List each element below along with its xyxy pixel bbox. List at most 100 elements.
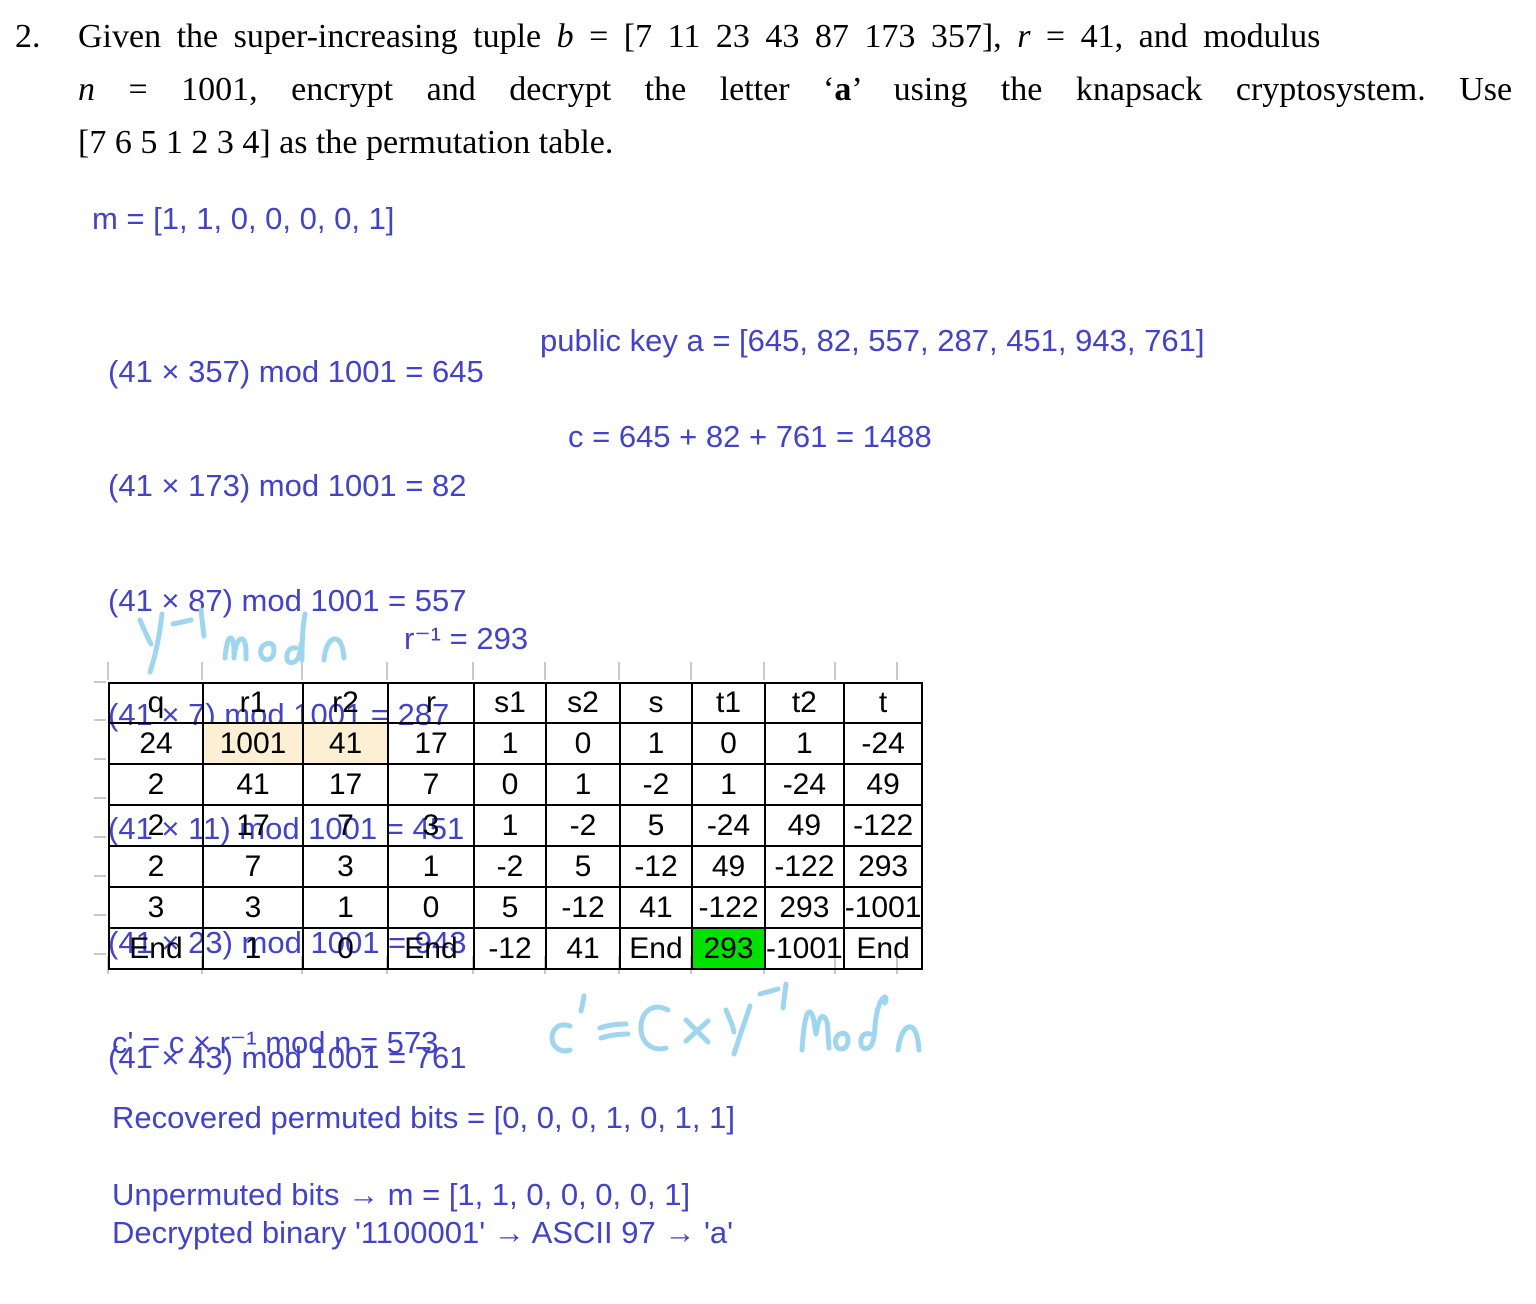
col-header-r1: r1 <box>202 682 304 724</box>
table-cell: -12 <box>473 927 547 970</box>
table-cell: -12 <box>545 886 621 929</box>
table-cell: 3 <box>108 886 204 929</box>
table-row: 2 41 17 7 0 1 -2 1 -24 49 <box>108 763 924 806</box>
table-cell: 7 <box>302 804 389 847</box>
table-cell: 3 <box>387 804 475 847</box>
table-row: 3 3 1 0 5 -12 41 -122 293 -1001 <box>108 886 924 929</box>
table-cell: -2 <box>619 763 693 806</box>
table-cell: 0 <box>545 722 621 765</box>
table-row: 2 7 3 1 -2 5 -12 49 -122 293 <box>108 845 924 888</box>
table-cell: -24 <box>764 763 845 806</box>
table-cell: -24 <box>691 804 766 847</box>
table-cell: 2 <box>108 763 204 806</box>
problem-statement: 2. Given the super-increasing tuple b = … <box>15 10 1517 169</box>
table-cell: 1 <box>545 763 621 806</box>
table-cell: -1001 <box>842 886 924 929</box>
problem-text: ’ using the knapsack cryptosystem. Use <box>851 71 1513 108</box>
table-cell: 5 <box>545 845 621 888</box>
col-header-t: t <box>842 682 924 724</box>
handwritten-r-inverse-annotation <box>137 607 347 675</box>
table-cell: 41 <box>619 886 693 929</box>
table-cell: 3 <box>302 845 389 888</box>
recovered-bits-line: Recovered permuted bits = [0, 0, 0, 1, 0… <box>112 1100 735 1135</box>
problem-text: = 1001, encrypt and decrypt the letter ‘ <box>95 71 835 108</box>
math-var-n: n <box>78 71 95 108</box>
handwritten-c-prime-annotation <box>549 981 922 1057</box>
table-cell: 2 <box>108 804 204 847</box>
table-cell: 49 <box>691 845 766 888</box>
col-header-s1: s1 <box>473 682 547 724</box>
problem-line-2: n = 1001, encrypt and decrypt the letter… <box>15 63 1517 116</box>
table-cell: 0 <box>473 763 547 806</box>
table-cell: 3 <box>202 886 304 929</box>
col-header-q: q <box>108 682 204 724</box>
table-cell: 0 <box>302 927 389 970</box>
table-cell: 5 <box>473 886 547 929</box>
extended-euclid-table: q r1 r2 r s1 s2 s t1 t2 t 24 1001 41 1 <box>108 682 924 970</box>
problem-text: = [7 11 23 43 87 173 357], <box>573 18 1018 55</box>
table-cell: 49 <box>764 804 845 847</box>
table-row: End 1 0 End -12 41 End 293 -1001 End <box>108 927 924 970</box>
table-cell: 1 <box>473 722 547 765</box>
table-cell: -122 <box>764 845 845 888</box>
table-cell: -24 <box>842 722 924 765</box>
table-cell: 41 <box>545 927 621 970</box>
col-header-t1: t1 <box>691 682 766 724</box>
table-cell: 1 <box>387 845 475 888</box>
table-cell: 1 <box>764 722 845 765</box>
table-cell: 24 <box>108 722 204 765</box>
unpermuted-bits-line: Unpermuted bits → m = [1, 1, 0, 0, 0, 0,… <box>112 1177 691 1212</box>
table-row: 2 17 7 3 1 -2 5 -24 49 -122 <box>108 804 924 847</box>
public-key-line: public key a = [645, 82, 557, 287, 451, … <box>540 323 1205 358</box>
table-cell: 7 <box>387 763 475 806</box>
table-cell: 1 <box>202 927 304 970</box>
col-header-s: s <box>619 682 693 724</box>
decrypted-binary-line: Decrypted binary '1100001' → ASCII 97 → … <box>112 1215 734 1250</box>
r-inverse-result: r⁻¹ = 293 <box>404 621 529 656</box>
problem-line-1: Given the super-increasing tuple b = [7 … <box>15 10 1517 63</box>
table-header-row: q r1 r2 r s1 s2 s t1 t2 t <box>108 682 924 724</box>
table-cell: 17 <box>202 804 304 847</box>
table-cell-highlight-r: 41 <box>302 722 389 765</box>
table-cell: 1 <box>473 804 547 847</box>
problem-line-3: [7 6 5 1 2 3 4] as the permutation table… <box>78 124 614 161</box>
table-cell: End <box>619 927 693 970</box>
extended-euclid-table-wrap: q r1 r2 r s1 s2 s t1 t2 t 24 1001 41 1 <box>108 682 924 970</box>
table-cell: 7 <box>202 845 304 888</box>
col-header-r: r <box>387 682 475 724</box>
spreadsheet-gridline-ticks <box>94 662 898 974</box>
table-cell: -1001 <box>764 927 845 970</box>
table-row: 24 1001 41 17 1 0 1 0 1 -24 <box>108 722 924 765</box>
table-cell: -122 <box>842 804 924 847</box>
table-cell: -122 <box>691 886 766 929</box>
table-cell: 1 <box>691 763 766 806</box>
mod-calc-line: (41 × 87) mod 1001 = 557 <box>108 582 467 618</box>
table-cell: 293 <box>842 845 924 888</box>
table-cell: 293 <box>764 886 845 929</box>
table-cell: 17 <box>387 722 475 765</box>
math-var-r: r <box>1017 18 1031 55</box>
math-var-b: b <box>556 18 574 55</box>
col-header-t2: t2 <box>764 682 845 724</box>
table-cell: 2 <box>108 845 204 888</box>
table-cell: End <box>842 927 924 970</box>
table-cell: -2 <box>473 845 547 888</box>
problem-text: = 41, and modulus <box>1030 18 1321 55</box>
table-cell: End <box>108 927 204 970</box>
table-cell-result-293: 293 <box>691 927 766 970</box>
table-cell: 5 <box>619 804 693 847</box>
problem-text: Given the super-increasing tuple <box>78 18 557 55</box>
plaintext-letter: a <box>834 71 852 108</box>
table-cell: 1 <box>302 886 389 929</box>
col-header-r2: r2 <box>302 682 389 724</box>
table-cell: 1 <box>619 722 693 765</box>
mod-calc-line: (41 × 357) mod 1001 = 645 <box>108 354 484 389</box>
mod-calc-line: (41 × 173) mod 1001 = 82 <box>108 468 467 504</box>
col-header-s2: s2 <box>545 682 621 724</box>
message-bits-line: m = [1, 1, 0, 0, 0, 0, 1] <box>92 201 395 236</box>
table-cell: End <box>387 927 475 970</box>
table-cell-highlight-n: 1001 <box>202 722 304 765</box>
table-cell: -2 <box>545 804 621 847</box>
mod-calc-line: (41 × 43) mod 1001 = 761 <box>108 1039 467 1075</box>
